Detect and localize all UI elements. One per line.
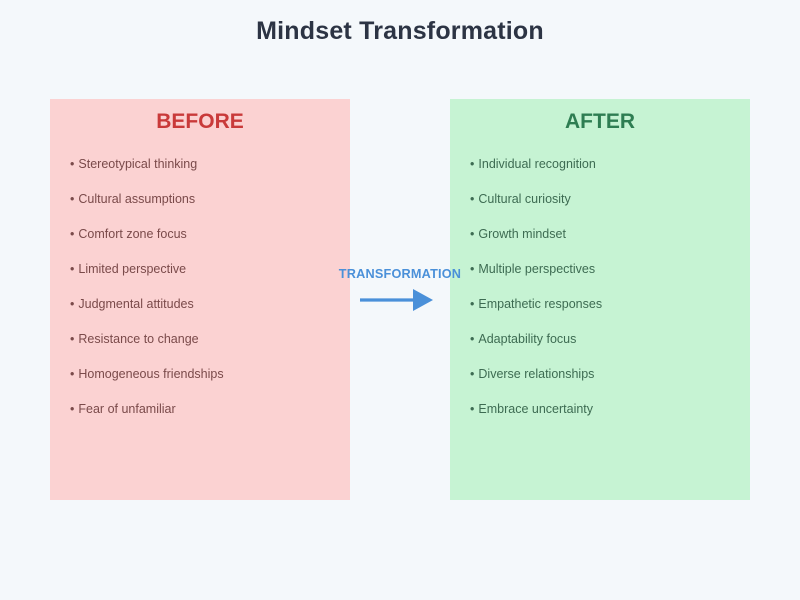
bullet-icon: • bbox=[470, 227, 475, 241]
before-list-item: • Comfort zone focus bbox=[70, 226, 342, 261]
before-list-item-label: Homogeneous friendships bbox=[78, 367, 224, 381]
after-list-item: • Multiple perspectives bbox=[470, 261, 742, 296]
bullet-icon: • bbox=[470, 402, 475, 416]
after-list-item-label: Multiple perspectives bbox=[478, 262, 596, 276]
before-list-item: • Limited perspective bbox=[70, 261, 342, 296]
bullet-icon: • bbox=[470, 297, 475, 311]
bullet-icon: • bbox=[470, 157, 475, 171]
before-list-item: • Stereotypical thinking bbox=[70, 156, 342, 191]
bullet-icon: • bbox=[70, 297, 75, 311]
bullet-icon: • bbox=[70, 402, 75, 416]
after-list-item: • Diverse relationships bbox=[470, 366, 742, 401]
before-panel: BEFORE • Stereotypical thinking • Cultural … bbox=[50, 99, 350, 500]
transformation-label: TRANSFORMATION bbox=[338, 267, 462, 281]
before-list-item: • Homogeneous friendships bbox=[70, 366, 342, 401]
bullet-icon: • bbox=[70, 367, 75, 381]
after-panel-heading: AFTER bbox=[565, 110, 635, 133]
before-panel-heading: BEFORE bbox=[156, 110, 244, 133]
before-list-item: • Fear of unfamiliar bbox=[70, 401, 342, 436]
after-list-item: • Cultural curiosity bbox=[470, 191, 742, 226]
before-list-item-label: Cultural assumptions bbox=[78, 192, 196, 206]
after-panel-list: • Individual recognition • Cultural curiosi… bbox=[470, 156, 742, 436]
bullet-icon: • bbox=[470, 262, 475, 276]
bullet-icon: • bbox=[70, 227, 75, 241]
bullet-icon: • bbox=[470, 332, 475, 346]
after-list-item-label: Diverse relationships bbox=[478, 367, 595, 381]
bullet-icon: • bbox=[70, 262, 75, 276]
before-list-item-label: Comfort zone focus bbox=[78, 227, 187, 241]
after-list-item: • Adaptability focus bbox=[470, 331, 742, 366]
after-list-item-label: Adaptability focus bbox=[478, 332, 577, 346]
after-list-item: • Empathetic responses bbox=[470, 296, 742, 331]
before-list-item-label: Stereotypical thinking bbox=[78, 157, 198, 171]
bullet-icon: • bbox=[70, 332, 75, 346]
arrow-right-icon bbox=[355, 286, 435, 314]
after-list-item-label: Individual recognition bbox=[478, 157, 596, 171]
after-list-item-label: Embrace uncertainty bbox=[478, 402, 594, 416]
after-list-item: • Individual recognition bbox=[470, 156, 742, 191]
before-list-item: • Cultural assumptions bbox=[70, 191, 342, 226]
before-list-item: • Resistance to change bbox=[70, 331, 342, 366]
after-list-item: • Embrace uncertainty bbox=[470, 401, 742, 436]
after-list-item: • Growth mindset bbox=[470, 226, 742, 261]
bullet-icon: • bbox=[470, 192, 475, 206]
bullet-icon: • bbox=[70, 192, 75, 206]
arrow-right-icon-svg bbox=[360, 289, 433, 311]
before-list-item-label: Judgmental attitudes bbox=[78, 297, 194, 311]
after-panel: AFTER • Individual recognition • Cultural c… bbox=[450, 99, 750, 500]
bullet-icon: • bbox=[70, 157, 75, 171]
before-list-item-label: Fear of unfamiliar bbox=[78, 402, 176, 416]
bullet-icon: • bbox=[470, 367, 475, 381]
after-list-item-label: Cultural curiosity bbox=[478, 192, 571, 206]
after-list-item-label: Empathetic responses bbox=[478, 297, 603, 311]
after-list-item-label: Growth mindset bbox=[478, 227, 566, 241]
before-list-item-label: Limited perspective bbox=[78, 262, 187, 276]
before-panel-list: • Stereotypical thinking • Cultural assumpt… bbox=[70, 156, 342, 436]
page-title: Mindset Transformation bbox=[256, 17, 544, 45]
before-list-item-label: Resistance to change bbox=[78, 332, 199, 346]
before-list-item: • Judgmental attitudes bbox=[70, 296, 342, 331]
